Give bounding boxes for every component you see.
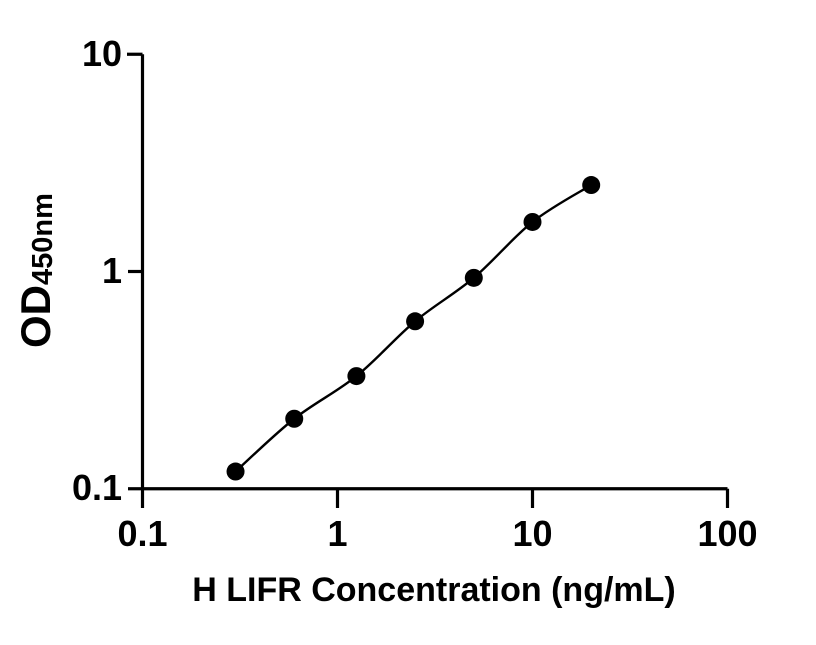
svg-text:100: 100 bbox=[697, 513, 757, 554]
svg-text:1: 1 bbox=[102, 250, 122, 291]
svg-text:10: 10 bbox=[512, 513, 552, 554]
svg-text:OD450nm: OD450nm bbox=[12, 193, 59, 348]
svg-text:10: 10 bbox=[82, 33, 122, 74]
svg-text:1: 1 bbox=[327, 513, 347, 554]
svg-text:0.1: 0.1 bbox=[72, 467, 122, 508]
svg-text:0.1: 0.1 bbox=[117, 513, 167, 554]
svg-text:H LIFR Concentration (ng/mL): H LIFR Concentration (ng/mL) bbox=[192, 571, 676, 609]
